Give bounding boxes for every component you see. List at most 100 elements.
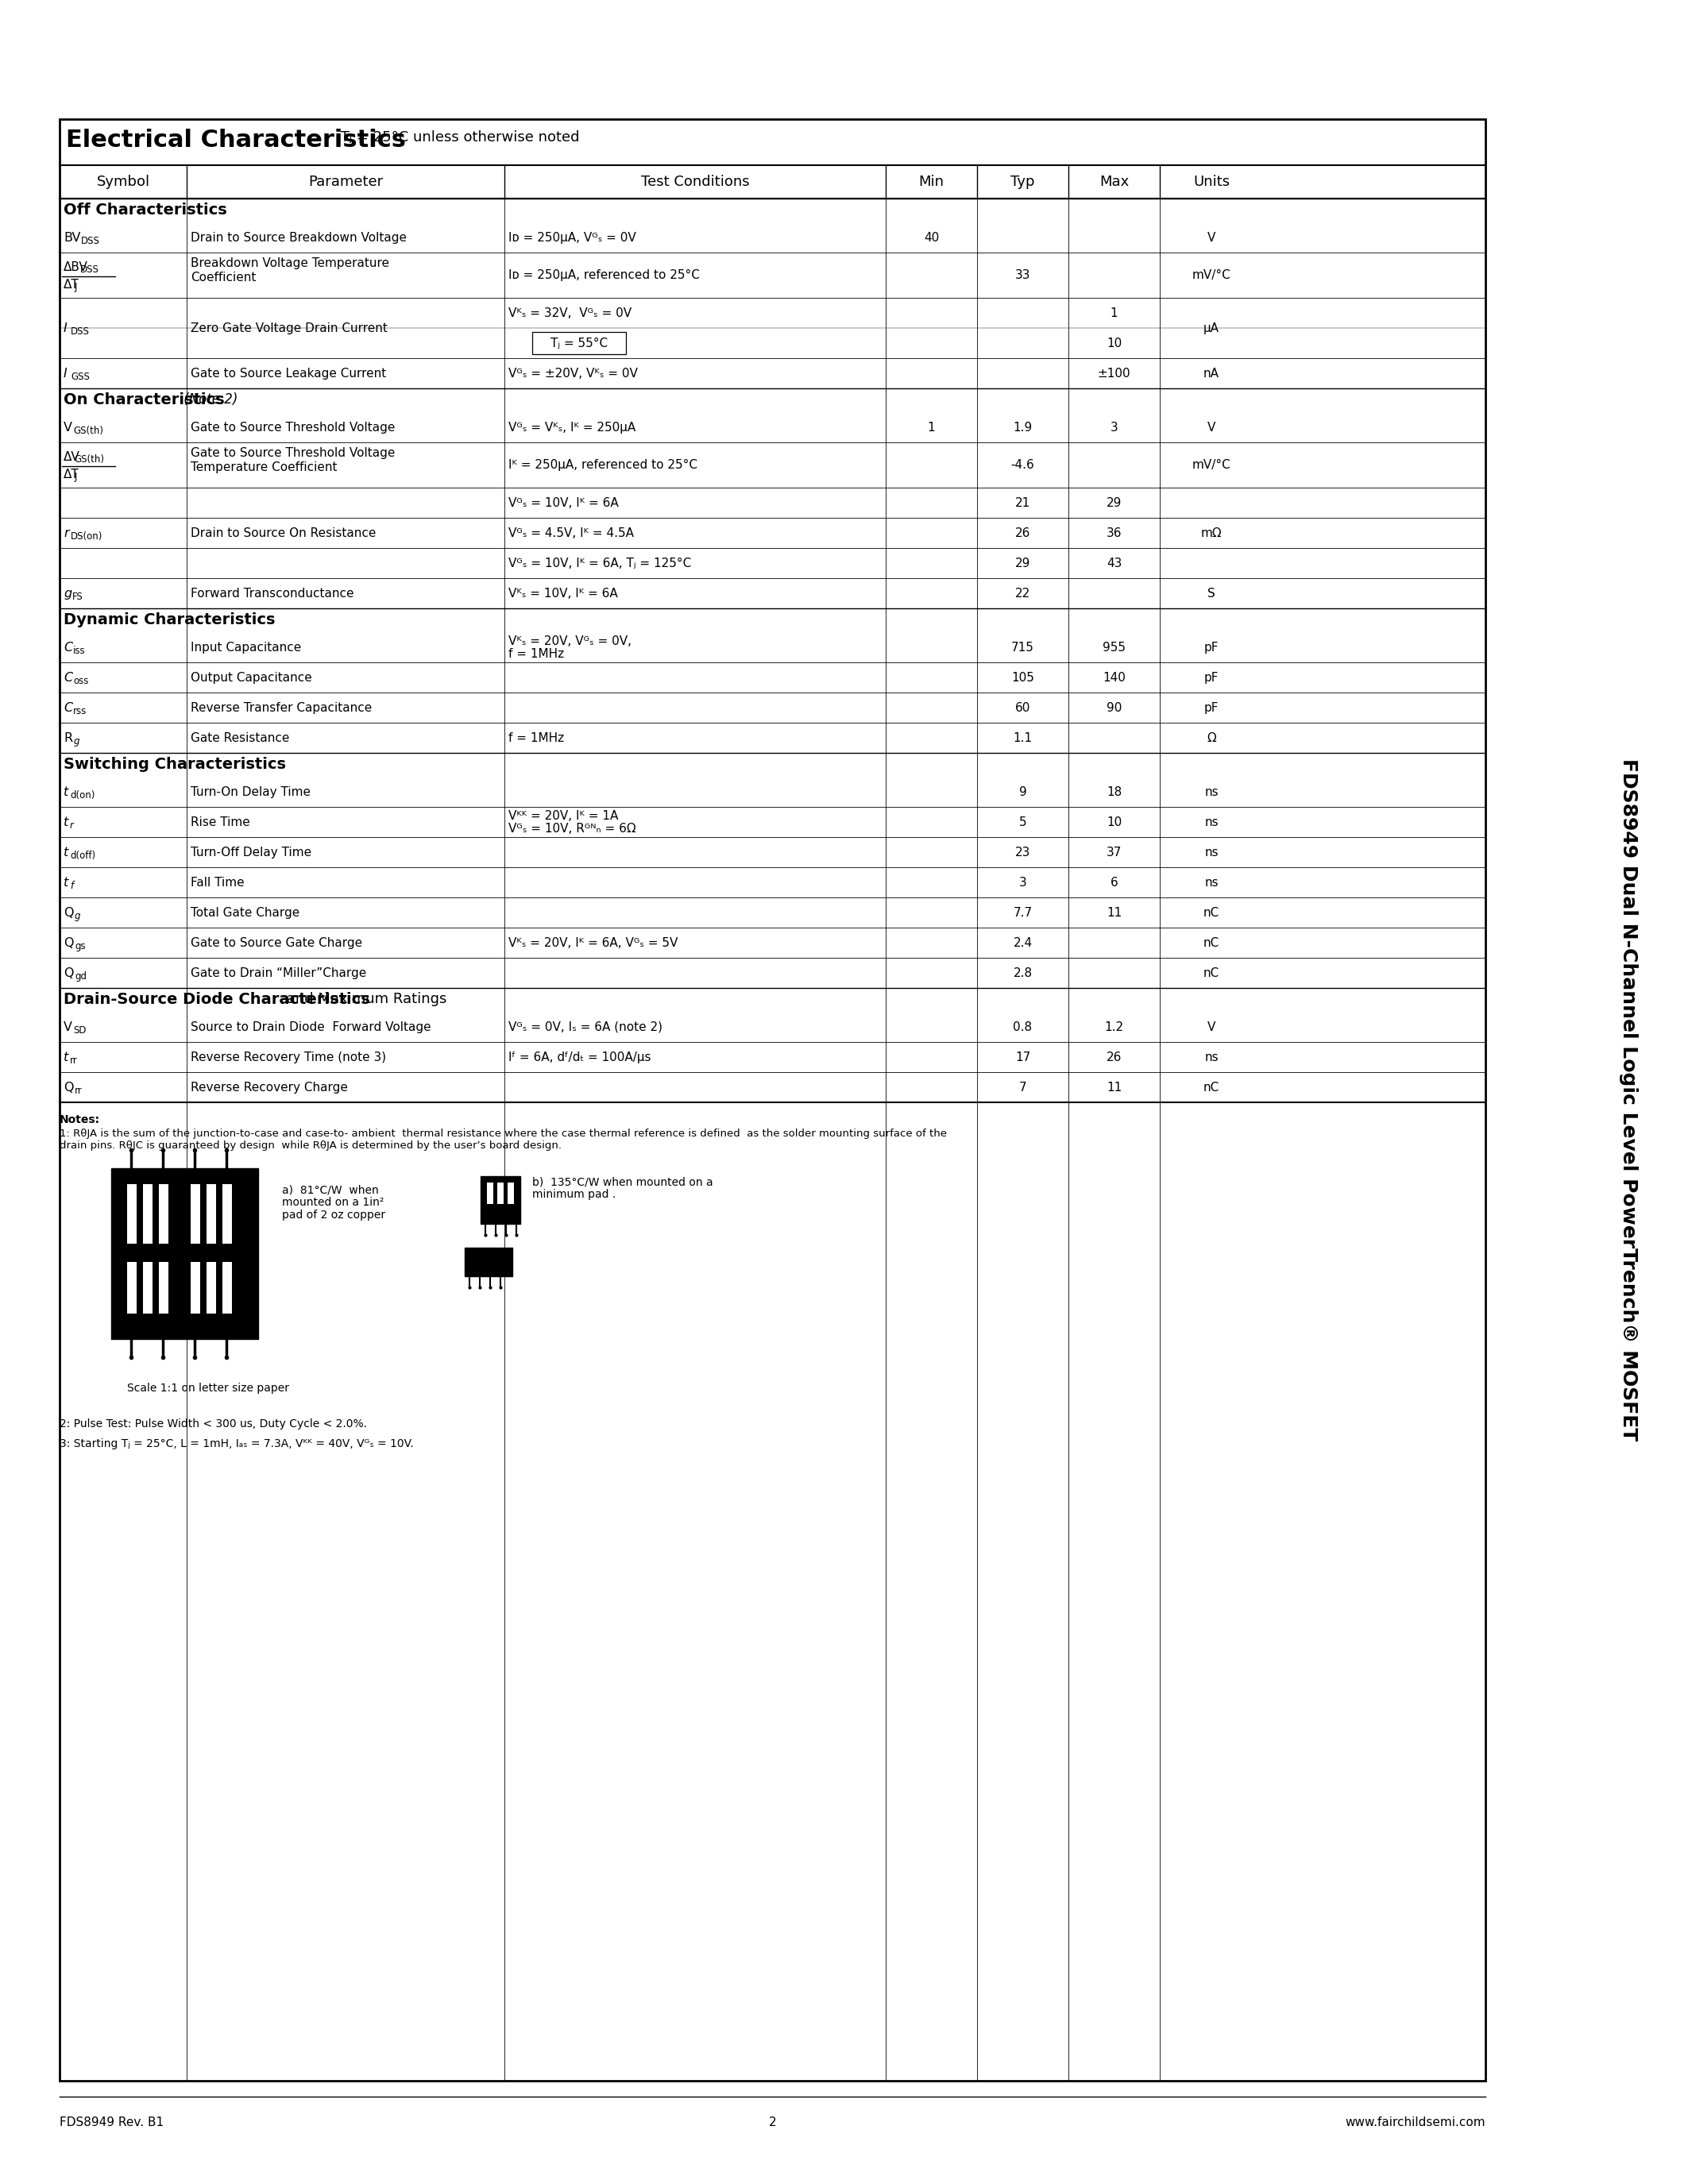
Text: 11: 11 — [1106, 906, 1123, 919]
Text: S: S — [1207, 587, 1215, 598]
Text: C: C — [64, 670, 73, 684]
Text: 36: 36 — [1106, 526, 1123, 539]
Bar — [223, 1184, 231, 1245]
Text: BV: BV — [64, 232, 81, 242]
Text: Vᴳₛ = 10V, Iᴷ = 6A, Tⱼ = 125°C: Vᴳₛ = 10V, Iᴷ = 6A, Tⱼ = 125°C — [508, 557, 692, 570]
Text: Test Conditions: Test Conditions — [641, 175, 749, 190]
Text: FDS8949 Dual N-Channel Logic Level PowerTrench® MOSFET: FDS8949 Dual N-Channel Logic Level Power… — [1619, 758, 1637, 1441]
Text: d(on): d(on) — [69, 791, 95, 799]
Text: V: V — [64, 1020, 73, 1033]
Text: iss: iss — [73, 644, 86, 655]
Text: a)  81°C/W  when
mounted on a 1in²
pad of 2 oz copper: a) 81°C/W when mounted on a 1in² pad of … — [282, 1184, 385, 1221]
Text: Min: Min — [918, 175, 944, 190]
Bar — [191, 1262, 201, 1313]
Text: 3: Starting Tⱼ = 25°C, L = 1mH, Iₐₛ = 7.3A, Vᴷᴷ = 40V, Vᴳₛ = 10V.: 3: Starting Tⱼ = 25°C, L = 1mH, Iₐₛ = 7.… — [59, 1439, 414, 1450]
Text: 955: 955 — [1102, 642, 1126, 653]
Text: gd: gd — [74, 972, 86, 981]
Text: Q: Q — [64, 906, 74, 919]
Text: rss: rss — [73, 705, 86, 716]
Text: Rise Time: Rise Time — [191, 817, 250, 828]
Text: Switching Characteristics: Switching Characteristics — [64, 758, 285, 771]
Text: 6: 6 — [1111, 876, 1117, 889]
Text: 29: 29 — [1106, 496, 1123, 509]
Text: oss: oss — [73, 675, 88, 686]
Text: 37: 37 — [1106, 845, 1123, 858]
Text: GS(th): GS(th) — [74, 454, 105, 465]
Text: Coefficient: Coefficient — [191, 271, 257, 284]
Text: Vᴳₛ = Vᴷₛ, Iᴷ = 250μA: Vᴳₛ = Vᴷₛ, Iᴷ = 250μA — [508, 422, 636, 432]
Bar — [127, 1184, 137, 1245]
Bar — [206, 1184, 216, 1245]
Text: f = 1MHz: f = 1MHz — [508, 649, 564, 660]
Bar — [191, 1184, 201, 1245]
Text: Off Characteristics: Off Characteristics — [64, 203, 226, 218]
Bar — [59, 120, 1485, 2081]
Text: pF: pF — [1204, 642, 1219, 653]
Text: Gate to Source Gate Charge: Gate to Source Gate Charge — [191, 937, 363, 948]
Text: DSS: DSS — [81, 236, 100, 247]
Text: Gate Resistance: Gate Resistance — [191, 732, 289, 745]
Text: f: f — [69, 880, 73, 891]
Bar — [159, 1262, 169, 1313]
Text: 715: 715 — [1011, 642, 1035, 653]
Text: J: J — [74, 472, 78, 483]
Text: Tⱼ = 25°C unless otherwise noted: Tⱼ = 25°C unless otherwise noted — [336, 131, 579, 144]
Text: FS: FS — [73, 592, 83, 601]
Text: nC: nC — [1204, 1081, 1219, 1094]
Text: Iᴅ = 250μA, Vᴳₛ = 0V: Iᴅ = 250μA, Vᴳₛ = 0V — [508, 232, 636, 242]
Text: mV/°C: mV/°C — [1192, 269, 1231, 282]
Text: Zero Gate Voltage Drain Current: Zero Gate Voltage Drain Current — [191, 321, 388, 334]
Text: Temperature Coefficient: Temperature Coefficient — [191, 461, 338, 474]
Bar — [111, 1168, 258, 1339]
Text: ΔT: ΔT — [64, 470, 79, 480]
Text: Parameter: Parameter — [309, 175, 383, 190]
Text: Max: Max — [1099, 175, 1129, 190]
Bar — [143, 1262, 152, 1313]
Text: Vᴷₛ = 20V, Iᴷ = 6A, Vᴳₛ = 5V: Vᴷₛ = 20V, Iᴷ = 6A, Vᴳₛ = 5V — [508, 937, 679, 948]
Bar — [481, 1177, 520, 1223]
Text: Gate to Source Leakage Current: Gate to Source Leakage Current — [191, 367, 387, 380]
Text: Vᴳₛ = 4.5V, Iᴷ = 4.5A: Vᴳₛ = 4.5V, Iᴷ = 4.5A — [508, 526, 635, 539]
Text: V: V — [1207, 232, 1215, 242]
Text: 1: 1 — [928, 422, 935, 432]
Text: Vᴳₛ = 0V, Iₛ = 6A (note 2): Vᴳₛ = 0V, Iₛ = 6A (note 2) — [508, 1020, 662, 1033]
Text: 18: 18 — [1106, 786, 1123, 797]
Text: 22: 22 — [1014, 587, 1030, 598]
Bar — [159, 1184, 169, 1245]
Text: Q: Q — [64, 937, 74, 948]
Text: Electrical Characteristics: Electrical Characteristics — [66, 129, 405, 151]
Bar — [498, 1182, 503, 1203]
Text: t: t — [64, 845, 69, 858]
Text: 21: 21 — [1014, 496, 1030, 509]
Text: pF: pF — [1204, 701, 1219, 714]
Text: nC: nC — [1204, 968, 1219, 978]
Text: Vᴳₛ = ±20V, Vᴷₛ = 0V: Vᴳₛ = ±20V, Vᴷₛ = 0V — [508, 367, 638, 380]
Text: 26: 26 — [1014, 526, 1030, 539]
Text: 90: 90 — [1106, 701, 1123, 714]
Text: www.fairchildsemi.com: www.fairchildsemi.com — [1345, 2116, 1485, 2129]
Text: Dynamic Characteristics: Dynamic Characteristics — [64, 612, 275, 627]
Text: Total Gate Charge: Total Gate Charge — [191, 906, 300, 919]
Text: Source to Drain Diode  Forward Voltage: Source to Drain Diode Forward Voltage — [191, 1020, 430, 1033]
Text: Symbol: Symbol — [96, 175, 150, 190]
Text: nA: nA — [1204, 367, 1219, 380]
Text: DSS: DSS — [71, 325, 89, 336]
Text: Input Capacitance: Input Capacitance — [191, 642, 300, 653]
Text: nC: nC — [1204, 906, 1219, 919]
Text: (Note 2): (Note 2) — [179, 393, 238, 406]
Text: 140: 140 — [1102, 670, 1126, 684]
Text: Fall Time: Fall Time — [191, 876, 245, 889]
Text: 1.2: 1.2 — [1104, 1020, 1124, 1033]
Text: Vᴷₛ = 32V,  Vᴳₛ = 0V: Vᴷₛ = 32V, Vᴳₛ = 0V — [508, 308, 631, 319]
Text: t: t — [64, 817, 69, 828]
Text: Tⱼ = 55°C: Tⱼ = 55°C — [550, 336, 608, 349]
Text: Reverse Recovery Time (note 3): Reverse Recovery Time (note 3) — [191, 1051, 387, 1064]
Text: ΔT: ΔT — [64, 280, 79, 290]
Text: g: g — [74, 911, 81, 922]
Text: V: V — [1207, 1020, 1215, 1033]
Text: On Characteristics: On Characteristics — [64, 393, 225, 408]
Text: Iᴅ = 250μA, referenced to 25°C: Iᴅ = 250μA, referenced to 25°C — [508, 269, 701, 282]
Bar — [223, 1262, 231, 1313]
Text: Iᶠ = 6A, dᶠ/dₜ = 100A/μs: Iᶠ = 6A, dᶠ/dₜ = 100A/μs — [508, 1051, 652, 1064]
Bar — [508, 1182, 513, 1203]
